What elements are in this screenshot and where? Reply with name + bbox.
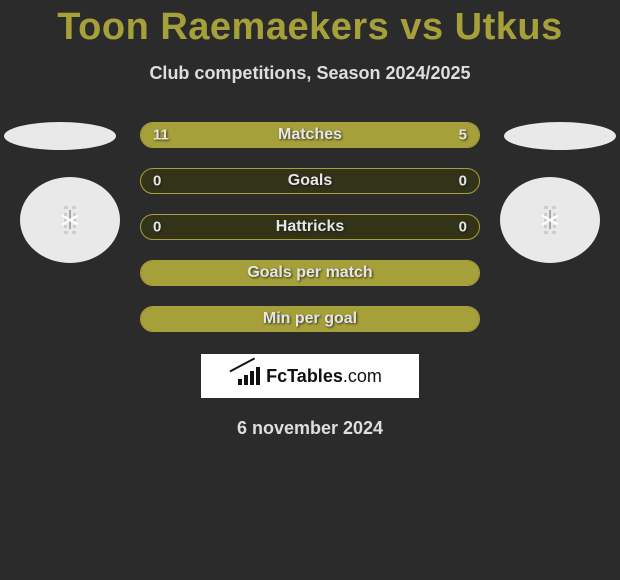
stat-value-left: 11	[153, 127, 169, 144]
stat-label: Min per goal	[263, 310, 357, 328]
stats-container: 11 5 Matches 0 0 Goals 0 0 Hattricks Goals per ma…	[0, 122, 620, 332]
stat-value-left: 0	[153, 219, 161, 236]
stat-value-left: 0	[153, 173, 161, 190]
stat-row: 0 0 Goals	[140, 168, 480, 194]
logo-suffix: .com	[343, 366, 382, 386]
stat-row: Goals per match	[140, 260, 480, 286]
stat-row: 0 0 Hattricks	[140, 214, 480, 240]
stat-row: 11 5 Matches	[140, 122, 480, 148]
stat-value-right: 0	[459, 173, 467, 190]
date-label: 6 november 2024	[0, 418, 620, 439]
stat-label: Goals per match	[247, 264, 372, 282]
logo-name: FcTables	[266, 366, 343, 386]
stat-label: Matches	[278, 126, 342, 144]
stat-row: Min per goal	[140, 306, 480, 332]
page-title: Toon Raemaekers vs Utkus	[0, 0, 620, 49]
logo-box: FcTables.com	[201, 354, 419, 398]
stat-label: Goals	[288, 172, 332, 190]
logo-text: FcTables.com	[266, 366, 382, 387]
stat-value-right: 0	[459, 219, 467, 236]
stat-value-right: 5	[459, 127, 467, 144]
subtitle: Club competitions, Season 2024/2025	[0, 63, 620, 84]
stat-label: Hattricks	[276, 218, 344, 236]
logo-chart-icon	[238, 367, 262, 385]
